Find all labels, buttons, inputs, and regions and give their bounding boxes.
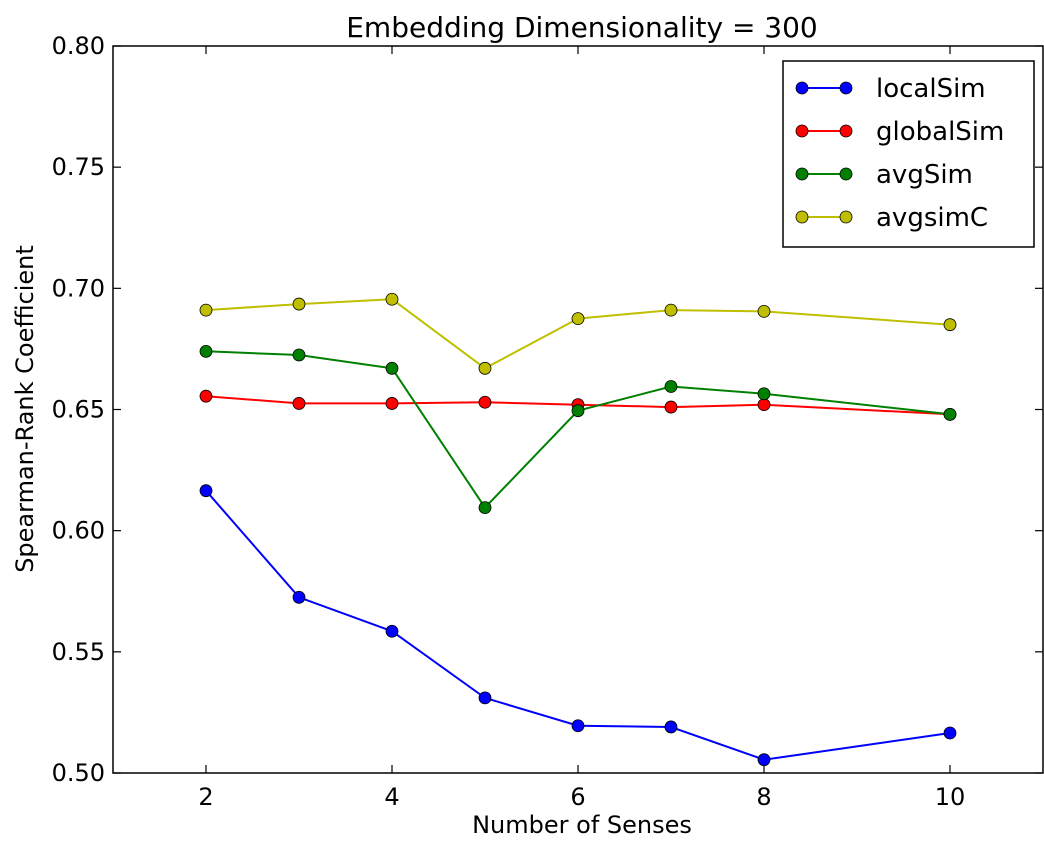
data-point-avgSim: [478, 501, 492, 515]
data-point-globalSim: [292, 397, 306, 410]
y-tick-label: 0.60: [52, 517, 105, 545]
data-point-localSim: [571, 719, 585, 733]
x-tick-label: 4: [384, 783, 399, 811]
x-tick-label: 2: [198, 783, 213, 811]
y-tick-label: 0.80: [52, 32, 105, 60]
data-point-globalSim: [664, 400, 678, 414]
legend-marker-globalSim: [795, 124, 809, 138]
legend-marker-globalSim: [839, 124, 853, 138]
data-point-localSim: [943, 726, 957, 740]
data-point-avgsimC: [571, 312, 585, 326]
legend-marker-avgsimC: [795, 210, 809, 224]
series-line-globalSim: [205, 395, 951, 416]
data-point-globalSim: [199, 389, 213, 403]
y-tick-label: 0.70: [52, 274, 105, 302]
axis-ticks: 2 4 6 8 10 0.50 0.55 0.60 0.65 0.70 0.75 0.80: [52, 32, 1043, 811]
data-point-avgsimC: [292, 297, 306, 311]
data-point-globalSim: [757, 398, 771, 412]
y-axis-label: Spearman-Rank Coefficient: [11, 245, 39, 573]
series-line-avgSim: [205, 350, 951, 510]
data-point-avgsimC: [943, 318, 957, 332]
data-point-avgSim: [199, 344, 213, 358]
legend-marker-localSim: [795, 81, 809, 95]
legend-label-localSim: localSim: [876, 74, 986, 104]
legend-marker-avgsimC: [839, 210, 853, 224]
data-point-localSim: [199, 484, 213, 498]
y-tick-label: 0.50: [52, 759, 105, 787]
data-point-avgsimC: [664, 303, 678, 317]
y-tick-label: 0.55: [52, 638, 105, 666]
data-point-avgsimC: [385, 292, 399, 306]
chart-title: Embedding Dimensionality = 300: [346, 11, 818, 44]
legend-label-globalSim: globalSim: [876, 117, 1004, 147]
y-tick-label: 0.75: [52, 153, 105, 181]
x-axis-label: Number of Senses: [472, 811, 692, 839]
legend-marker-localSim: [839, 81, 853, 95]
data-point-avgSim: [292, 348, 306, 362]
legend-label-avgsimC: avgsimC: [876, 203, 988, 233]
data-point-avgSim: [571, 404, 585, 418]
series-points: [199, 292, 957, 767]
x-tick-label: 6: [570, 783, 585, 811]
data-point-avgsimC: [199, 303, 213, 317]
data-point-localSim: [292, 590, 306, 604]
data-point-globalSim: [385, 397, 399, 410]
x-tick-label: 8: [756, 783, 771, 811]
data-point-localSim: [385, 624, 399, 638]
data-point-localSim: [757, 753, 771, 767]
data-point-globalSim: [478, 395, 492, 409]
data-point-avgSim: [664, 380, 678, 393]
series-lines: [205, 298, 951, 761]
data-point-localSim: [664, 720, 678, 734]
data-point-avgsimC: [478, 361, 492, 375]
legend-marker-avgSim: [839, 167, 853, 181]
x-tick-label: 10: [935, 783, 966, 811]
series-line-localSim: [205, 490, 951, 761]
data-point-avgSim: [943, 407, 957, 421]
legend: localSim globalSim avgSim avgsimC: [782, 60, 1035, 248]
series-line-avgsimC: [205, 298, 951, 370]
data-point-avgSim: [385, 361, 399, 375]
y-tick-label: 0.65: [52, 396, 105, 424]
legend-marker-avgSim: [795, 167, 809, 181]
data-point-avgSim: [757, 387, 771, 401]
data-point-localSim: [478, 691, 492, 705]
plot-area: 2 4 6 8 10 0.50 0.55 0.60 0.65 0.70 0.75 0.80: [52, 32, 1044, 811]
legend-label-avgSim: avgSim: [876, 160, 973, 190]
data-point-avgsimC: [757, 304, 771, 318]
